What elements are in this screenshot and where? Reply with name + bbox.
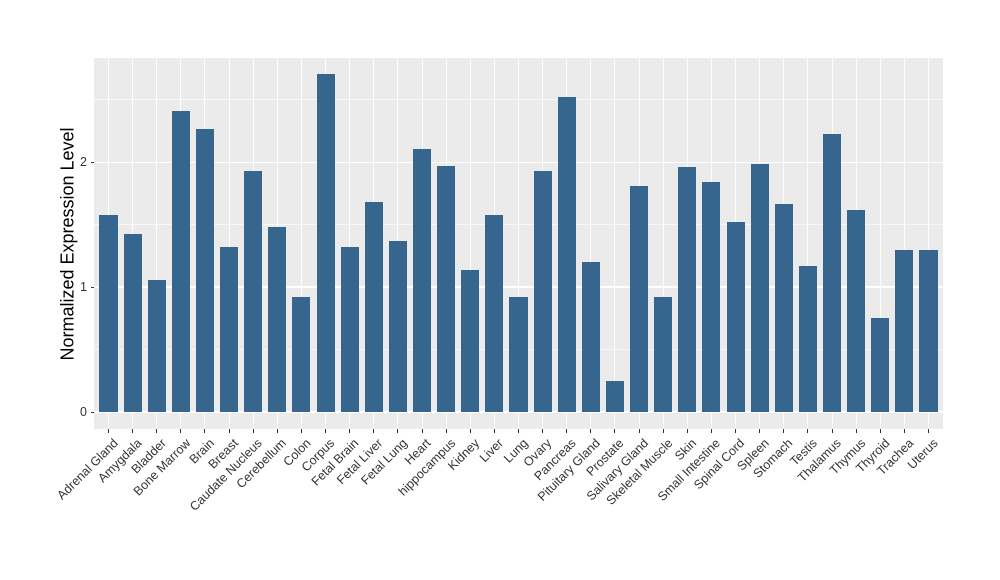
x-tick-mark	[228, 429, 230, 433]
bar-fetal-lung	[388, 241, 407, 413]
bar-corpus	[316, 73, 335, 413]
bar-skin	[678, 167, 697, 413]
gridline-vertical	[300, 58, 302, 429]
x-tick-mark	[276, 429, 278, 433]
x-tick-mark	[397, 429, 399, 433]
x-tick-label-liver: Liver	[477, 436, 507, 466]
bar-small-intestine	[702, 182, 721, 413]
bar-trachea	[895, 249, 914, 413]
x-tick-mark	[590, 429, 592, 433]
bar-stomach	[774, 203, 793, 413]
bar-hippocampus	[437, 166, 456, 413]
x-tick-mark	[759, 429, 761, 433]
x-tick-mark	[542, 429, 544, 433]
x-tick-mark	[349, 429, 351, 433]
x-tick-mark	[928, 429, 930, 433]
bar-colon	[292, 297, 311, 413]
x-tick-mark	[493, 429, 495, 433]
x-tick-mark	[831, 429, 833, 433]
bar-fetal-brain	[340, 247, 359, 413]
y-tick-mark	[90, 286, 94, 288]
x-tick-mark	[300, 429, 302, 433]
gridline-vertical	[928, 58, 930, 429]
x-tick-mark	[518, 429, 519, 433]
x-tick-mark	[566, 429, 568, 433]
x-tick-mark	[879, 429, 881, 433]
gridline-vertical	[590, 58, 592, 429]
x-tick-mark	[445, 429, 447, 433]
bar-cerebellum	[268, 227, 287, 413]
gridline-vertical	[156, 58, 158, 429]
gridline-vertical	[807, 58, 809, 429]
x-tick-mark	[783, 429, 785, 433]
gridline-major	[94, 286, 943, 288]
x-tick-mark	[638, 429, 640, 433]
x-tick-mark	[662, 429, 664, 433]
x-tick-mark	[156, 429, 158, 433]
x-tick-mark	[903, 429, 905, 433]
x-tick-mark	[710, 429, 712, 433]
bar-adrenal-gland	[99, 214, 118, 413]
bar-thalamus	[823, 133, 842, 413]
bar-uterus	[919, 249, 938, 413]
bar-liver	[485, 214, 504, 413]
bar-prostate	[605, 380, 624, 413]
x-tick-mark	[855, 429, 857, 433]
bar-heart	[412, 148, 432, 413]
bar-breast	[220, 247, 239, 413]
x-tick-mark	[252, 429, 254, 433]
y-tick-mark	[90, 411, 94, 413]
bar-lung	[509, 297, 528, 413]
x-tick-mark	[735, 429, 737, 433]
plot-panel	[94, 58, 943, 429]
bar-thyroid	[871, 318, 890, 413]
x-tick-mark	[686, 429, 688, 433]
bar-skeletal-muscle	[654, 297, 673, 413]
y-tick-label: 1	[80, 280, 87, 295]
bar-spinal-cord	[726, 222, 745, 413]
gridline-vertical	[879, 58, 881, 429]
bar-testis	[798, 265, 817, 413]
gridline-minor	[94, 224, 943, 226]
x-tick-mark	[325, 429, 327, 433]
bar-bladder	[147, 279, 166, 413]
x-tick-mark	[807, 429, 809, 433]
bar-amygdala	[123, 233, 142, 413]
bar-bone-marrow	[171, 111, 190, 413]
gridline-vertical	[349, 58, 351, 429]
gridline-vertical	[662, 58, 664, 429]
bar-pituitary-gland	[581, 262, 600, 413]
gridline-vertical	[228, 58, 230, 429]
y-tick-label: 0	[80, 405, 87, 420]
gridline-major	[94, 411, 943, 413]
bar-fetal-liver	[364, 202, 383, 413]
x-tick-mark	[421, 429, 423, 433]
bar-kidney	[461, 269, 480, 413]
gridline-major	[94, 161, 943, 164]
bar-spleen	[750, 163, 769, 413]
gridline-minor	[94, 99, 943, 101]
x-tick-mark	[107, 429, 109, 433]
bar-salivary-gland	[630, 186, 649, 413]
bar-thymus	[847, 209, 866, 413]
gridline-vertical	[903, 58, 905, 429]
bar-ovary	[533, 171, 552, 413]
gridline-vertical	[469, 58, 471, 429]
x-tick-mark	[469, 429, 471, 433]
bar-brain	[195, 128, 214, 413]
y-tick-mark	[90, 161, 94, 163]
x-tick-mark	[132, 429, 134, 433]
bar-pancreas	[557, 97, 576, 413]
x-tick-mark	[180, 429, 182, 433]
x-tick-mark	[614, 429, 616, 433]
gridline-vertical	[518, 58, 519, 429]
gridline-vertical	[614, 58, 616, 429]
x-tick-mark	[204, 429, 206, 433]
bar-caudate-nucleus	[244, 171, 263, 413]
x-tick-mark	[373, 429, 375, 433]
y-tick-label: 2	[80, 155, 87, 170]
